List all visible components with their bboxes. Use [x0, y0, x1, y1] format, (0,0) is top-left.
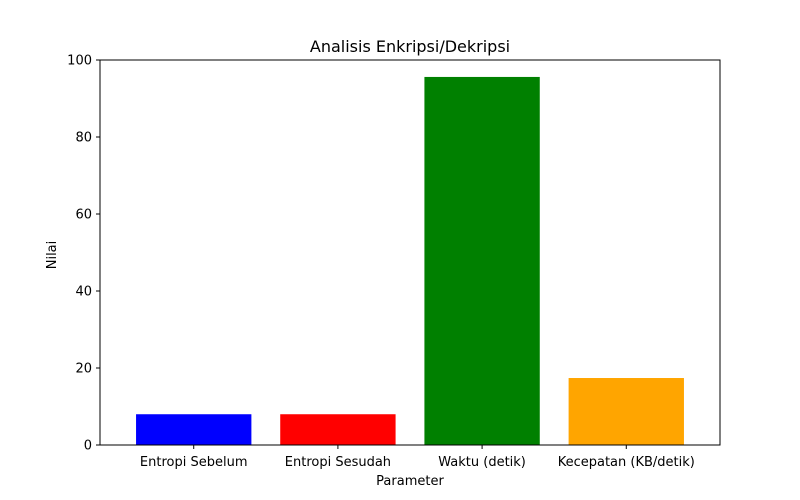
y-tick-label: 100: [67, 54, 92, 69]
bar-3: [568, 378, 684, 445]
x-tick-label: Entropi Sesudah: [285, 455, 391, 470]
plot-frame: [99, 59, 721, 446]
x-axis-label: Parameter: [376, 474, 444, 489]
x-axis: Entropi Sebelum Entropi Sesudah Waktu (det…: [140, 445, 695, 470]
chart-title: Analisis Enkripsi/Dekripsi: [310, 37, 510, 56]
x-tick-label: Waktu (detik): [438, 455, 526, 470]
x-tick-label: Entropi Sebelum: [140, 455, 248, 470]
y-tick-label: 0: [84, 439, 92, 454]
y-axis-label: Nilai: [45, 241, 60, 270]
bar-1: [280, 414, 396, 445]
y-tick-label: 60: [75, 208, 92, 223]
y-tick-label: 20: [75, 362, 92, 377]
y-tick-label: 80: [75, 131, 92, 146]
y-tick-label: 40: [75, 285, 92, 300]
x-tick-label: Kecepatan (KB/detik): [558, 455, 695, 470]
bar-0: [136, 414, 252, 445]
bar-2: [424, 76, 540, 445]
y-axis: 0 20 40 60 80 100: [67, 54, 100, 454]
bars-group: [136, 76, 684, 445]
